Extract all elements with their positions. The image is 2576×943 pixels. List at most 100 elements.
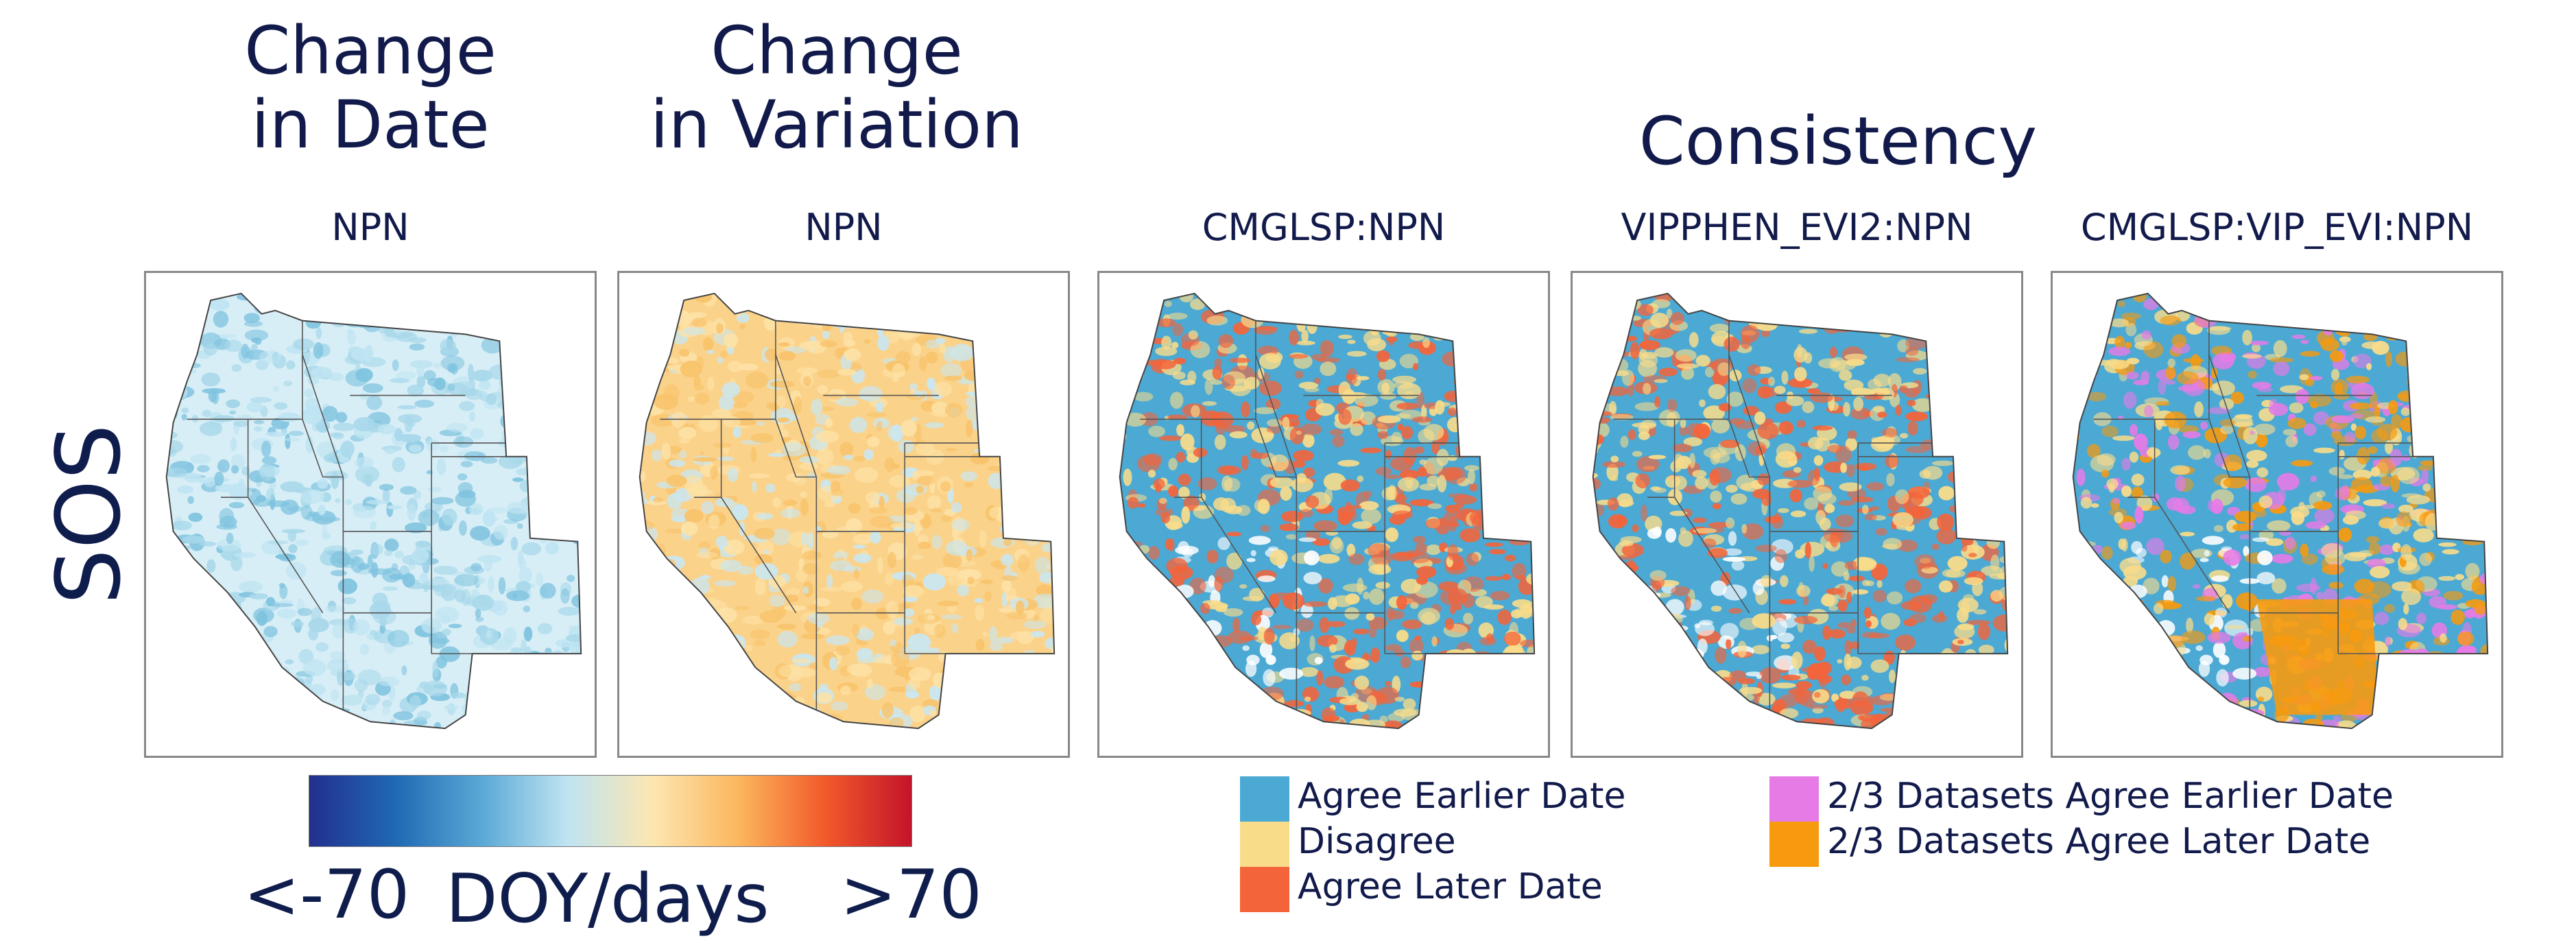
- map-patch: [558, 499, 567, 515]
- map-patch: [249, 593, 268, 600]
- map-patch: [807, 612, 830, 625]
- map-patch: [852, 309, 874, 326]
- map-patch: [1386, 607, 1395, 621]
- map-patch: [1416, 309, 1439, 326]
- map-patch: [370, 543, 383, 556]
- map-patch: [757, 540, 774, 557]
- map-patch: [2477, 493, 2486, 501]
- map-patch: [558, 505, 565, 523]
- map-patch: [719, 636, 728, 653]
- map-patch: [1601, 667, 1614, 684]
- map-patch: [2385, 734, 2397, 748]
- map-patch: [302, 659, 326, 676]
- map-patch: [547, 403, 556, 418]
- map-patch: [325, 296, 337, 308]
- map-patch: [2444, 329, 2455, 341]
- map-patch: [1694, 680, 1708, 690]
- map-patch: [1486, 508, 1504, 523]
- map-patch: [1643, 656, 1655, 668]
- map-patch: [1929, 298, 1936, 310]
- map-patch: [1621, 588, 1637, 596]
- map-patch: [2247, 294, 2269, 307]
- map-patch: [658, 657, 678, 669]
- map-patch: [1774, 385, 1786, 394]
- map-patch: [2450, 348, 2474, 363]
- map-patch: [765, 484, 776, 493]
- map-patch: [820, 340, 838, 348]
- map-patch: [342, 309, 352, 314]
- map-patch: [308, 627, 319, 641]
- map-patch: [2004, 637, 2008, 653]
- map-patch: [1968, 427, 1988, 438]
- map-patch: [1720, 440, 1740, 449]
- map-patch: [1910, 293, 1925, 304]
- map-patch: [1356, 376, 1370, 381]
- map-patch: [1492, 377, 1504, 394]
- map-patch: [176, 676, 195, 693]
- map-patch: [2341, 341, 2348, 346]
- map-patch: [538, 526, 549, 544]
- map-patch: [666, 365, 684, 371]
- map-patch: [1479, 398, 1496, 403]
- map-patch: [1119, 703, 1122, 721]
- map-patch: [276, 691, 300, 698]
- map-patch: [2438, 575, 2456, 582]
- map-patch: [2132, 694, 2154, 700]
- map-patch: [1626, 697, 1644, 710]
- map-patch: [933, 381, 952, 397]
- map-patch: [2009, 678, 2018, 691]
- map-patch: [1866, 482, 1885, 491]
- map-patch: [974, 338, 998, 350]
- map-patch: [2077, 608, 2095, 621]
- map-patch: [1660, 622, 1669, 629]
- map-patch: [1413, 363, 1419, 370]
- map-patch: [1802, 639, 1817, 654]
- title-consistency: Consistency: [1638, 103, 2038, 180]
- map-patch: [224, 675, 248, 684]
- map-patch: [515, 442, 540, 450]
- map-patch: [1459, 342, 1472, 359]
- map-patch: [936, 566, 959, 577]
- map-patch: [2469, 505, 2488, 512]
- map-patch: [1752, 488, 1771, 499]
- map-patch: [2450, 518, 2458, 534]
- map-patch: [1038, 684, 1049, 690]
- map-patch: [1968, 490, 1990, 497]
- map-patch: [2258, 495, 2273, 508]
- map-patch: [1427, 503, 1442, 510]
- map-patch: [1850, 407, 1872, 420]
- map-patch: [1940, 714, 1950, 723]
- map-patch: [1831, 693, 1839, 702]
- map-patch: [459, 309, 467, 318]
- map-patch: [166, 663, 169, 669]
- map-patch: [361, 473, 371, 485]
- map-patch: [1715, 719, 1739, 729]
- map-patch: [2153, 603, 2164, 614]
- map-patch: [2246, 450, 2267, 462]
- map-patch: [463, 323, 470, 331]
- map-patch: [1481, 337, 1496, 353]
- map-patch: [890, 425, 904, 442]
- map-patch: [1021, 689, 1030, 706]
- map-patch: [775, 366, 781, 375]
- map-patch: [728, 360, 743, 372]
- map-patch: [1778, 508, 1789, 514]
- map-patch: [168, 319, 178, 333]
- map-patch: [301, 296, 320, 309]
- map-patch: [510, 405, 529, 411]
- map-patch: [379, 617, 387, 627]
- map-patch: [772, 720, 780, 727]
- map-patch: [188, 512, 203, 522]
- map-patch: [1957, 639, 1964, 645]
- map-patch: [438, 293, 448, 305]
- map-patch: [1978, 308, 1985, 313]
- map-patch: [211, 609, 227, 623]
- map-patch: [831, 302, 839, 319]
- map-patch: [1121, 303, 1143, 317]
- map-patch: [687, 483, 708, 499]
- map-patch: [333, 432, 344, 440]
- map-patch: [828, 307, 849, 320]
- map-patch: [287, 723, 302, 729]
- map-patch: [889, 728, 898, 729]
- map-patch: [1214, 566, 1234, 584]
